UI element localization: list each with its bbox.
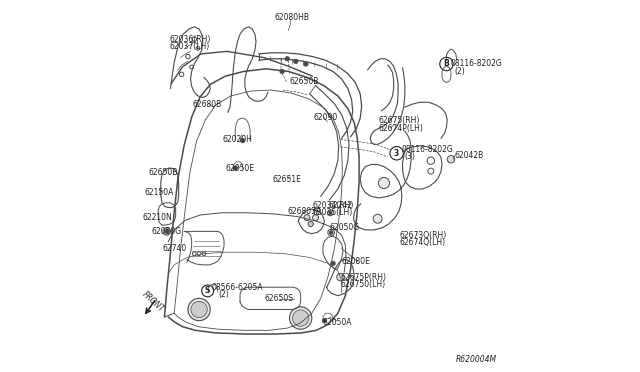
Text: 62080HB: 62080HB — [275, 13, 309, 22]
Circle shape — [329, 211, 332, 214]
Text: 62650S: 62650S — [265, 294, 294, 303]
Text: 62050G: 62050G — [152, 227, 182, 236]
Text: 62674Q(LH): 62674Q(LH) — [400, 238, 446, 247]
Circle shape — [440, 57, 453, 71]
Circle shape — [241, 138, 245, 143]
Text: 08116-8202G: 08116-8202G — [401, 145, 453, 154]
Text: 08566-6205A: 08566-6205A — [211, 283, 263, 292]
Circle shape — [337, 273, 344, 281]
Text: (2): (2) — [454, 67, 465, 76]
Text: 62242: 62242 — [328, 201, 353, 210]
Circle shape — [292, 310, 309, 326]
Circle shape — [447, 155, 454, 163]
Circle shape — [294, 59, 298, 64]
Text: 62674P(LH): 62674P(LH) — [379, 124, 424, 133]
Text: 62036(RH): 62036(RH) — [170, 35, 211, 44]
Circle shape — [233, 166, 237, 170]
Text: (3): (3) — [405, 153, 416, 161]
Text: 62050G: 62050G — [330, 223, 360, 232]
Circle shape — [280, 69, 284, 74]
Text: 62150A: 62150A — [145, 188, 174, 197]
Text: 62650B: 62650B — [148, 169, 177, 177]
Circle shape — [328, 229, 335, 236]
Text: 626750(LH): 626750(LH) — [340, 280, 385, 289]
Text: 626803A: 626803A — [287, 207, 321, 216]
Text: 62673Q(RH): 62673Q(RH) — [400, 231, 447, 240]
Text: R620004M: R620004M — [456, 355, 497, 364]
Circle shape — [165, 230, 168, 233]
Circle shape — [312, 215, 319, 221]
Text: 62080E: 62080E — [342, 257, 371, 266]
Text: 62042B: 62042B — [454, 151, 484, 160]
Text: 62035(LH): 62035(LH) — [313, 208, 353, 217]
Text: 62675(RH): 62675(RH) — [379, 116, 420, 125]
Text: 62050E: 62050E — [226, 164, 255, 173]
Circle shape — [322, 318, 326, 323]
Circle shape — [289, 307, 312, 329]
Text: B: B — [444, 60, 449, 68]
Text: 62651E: 62651E — [272, 175, 301, 184]
Text: FRONT: FRONT — [141, 290, 166, 314]
Text: (2): (2) — [219, 290, 230, 299]
Circle shape — [330, 231, 333, 234]
Text: S: S — [205, 286, 211, 295]
Circle shape — [303, 62, 308, 66]
Text: 62650B: 62650B — [289, 77, 319, 86]
Circle shape — [191, 301, 207, 318]
Text: 62034(RH): 62034(RH) — [313, 201, 355, 210]
Circle shape — [308, 221, 314, 227]
Text: 62090: 62090 — [314, 113, 337, 122]
Circle shape — [304, 215, 310, 221]
Circle shape — [208, 289, 212, 293]
Text: 62020H: 62020H — [223, 135, 252, 144]
Circle shape — [188, 298, 211, 321]
Text: 62680B: 62680B — [193, 100, 221, 109]
Circle shape — [378, 177, 390, 189]
Text: 62740: 62740 — [163, 244, 187, 253]
Text: 62037(LH): 62037(LH) — [170, 42, 210, 51]
Circle shape — [373, 214, 382, 223]
Circle shape — [331, 261, 335, 266]
Text: 3: 3 — [394, 149, 399, 158]
Text: 08116-8202G: 08116-8202G — [451, 60, 502, 68]
Circle shape — [328, 210, 333, 216]
Text: 62675P(RH): 62675P(RH) — [340, 273, 387, 282]
Circle shape — [202, 285, 214, 297]
Text: 62210N: 62210N — [142, 213, 172, 222]
Circle shape — [285, 57, 289, 61]
Circle shape — [390, 147, 403, 160]
Circle shape — [163, 228, 170, 235]
Text: 62050A: 62050A — [322, 318, 352, 327]
